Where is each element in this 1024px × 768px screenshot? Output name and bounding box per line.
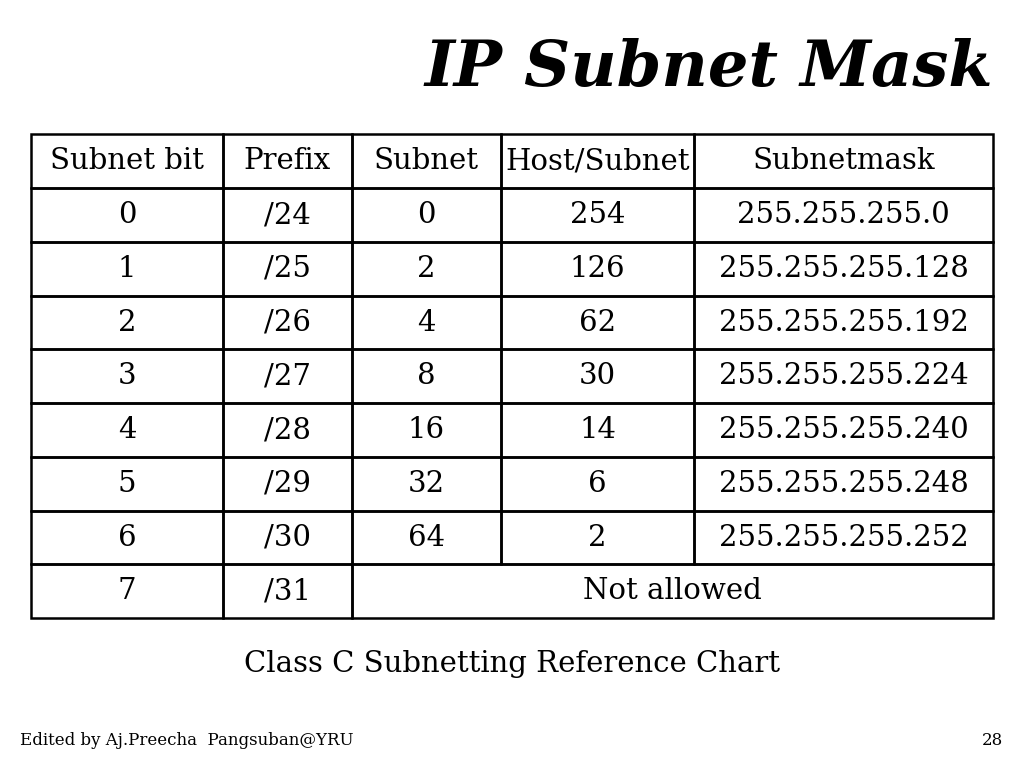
Bar [223,511,351,564]
Bar [223,134,351,188]
Bar [502,349,694,403]
Bar [351,242,502,296]
Bar [223,349,351,403]
Text: 255.255.255.252: 255.255.255.252 [719,524,969,551]
Bar [694,134,993,188]
Bar [31,511,223,564]
Text: 126: 126 [569,255,626,283]
Bar [694,511,993,564]
Bar [223,403,351,457]
Bar [502,403,694,457]
Bar [223,188,351,242]
Text: 32: 32 [408,470,445,498]
Text: /26: /26 [264,309,311,336]
Bar [31,403,223,457]
Bar [223,242,351,296]
Text: /29: /29 [264,470,311,498]
Text: 255.255.255.224: 255.255.255.224 [719,362,969,390]
Bar [31,564,223,618]
Bar [694,403,993,457]
Text: 2: 2 [589,524,607,551]
Text: 254: 254 [569,201,626,229]
Text: 6: 6 [588,470,607,498]
Bar [31,296,223,349]
Text: 0: 0 [118,201,136,229]
Text: 2: 2 [118,309,136,336]
Bar [694,188,993,242]
Text: /31: /31 [264,578,311,605]
Text: 16: 16 [408,416,445,444]
Bar [502,188,694,242]
Text: 255.255.255.0: 255.255.255.0 [737,201,950,229]
Bar [31,457,223,511]
Bar [502,134,694,188]
Text: Subnetmask: Subnetmask [753,147,935,175]
Bar [694,349,993,403]
Bar [351,134,502,188]
Text: 4: 4 [118,416,136,444]
Text: 64: 64 [408,524,445,551]
Bar [502,242,694,296]
Text: Prefix: Prefix [244,147,331,175]
Text: 7: 7 [118,578,136,605]
Bar [502,296,694,349]
Text: Subnet: Subnet [374,147,479,175]
Text: 2: 2 [417,255,435,283]
Bar [694,457,993,511]
Text: /27: /27 [264,362,311,390]
Text: 4: 4 [417,309,435,336]
Bar [502,457,694,511]
Text: 8: 8 [417,362,436,390]
Text: /25: /25 [264,255,311,283]
Bar [502,511,694,564]
Text: 255.255.255.192: 255.255.255.192 [719,309,969,336]
Bar [351,296,502,349]
Bar [351,511,502,564]
Text: /24: /24 [264,201,311,229]
Text: 3: 3 [118,362,136,390]
Bar [694,242,993,296]
Text: /28: /28 [264,416,311,444]
Text: Class C Subnetting Reference Chart: Class C Subnetting Reference Chart [244,650,780,678]
Text: 30: 30 [579,362,616,390]
Bar [223,564,351,618]
Bar [351,564,993,618]
Text: IP Subnet Mask: IP Subnet Mask [425,38,993,100]
Text: Edited by Aj.Preecha  Pangsuban@YRU: Edited by Aj.Preecha Pangsuban@YRU [20,732,354,749]
Text: Not allowed: Not allowed [583,578,762,605]
Text: 255.255.255.240: 255.255.255.240 [719,416,969,444]
Text: Host/Subnet: Host/Subnet [505,147,690,175]
Text: 28: 28 [982,732,1004,749]
Text: 14: 14 [579,416,616,444]
Text: 1: 1 [118,255,136,283]
Text: 255.255.255.128: 255.255.255.128 [719,255,969,283]
Text: 6: 6 [118,524,136,551]
Bar [351,349,502,403]
Bar [31,242,223,296]
Text: 0: 0 [417,201,435,229]
Text: 255.255.255.248: 255.255.255.248 [719,470,969,498]
Bar [351,457,502,511]
Bar [351,403,502,457]
Bar [223,296,351,349]
Text: 5: 5 [118,470,136,498]
Text: /30: /30 [264,524,311,551]
Text: Subnet bit: Subnet bit [50,147,204,175]
Bar [31,349,223,403]
Text: 62: 62 [579,309,616,336]
Bar [351,188,502,242]
Bar [31,188,223,242]
Bar [31,134,223,188]
Bar [694,296,993,349]
Bar [223,457,351,511]
